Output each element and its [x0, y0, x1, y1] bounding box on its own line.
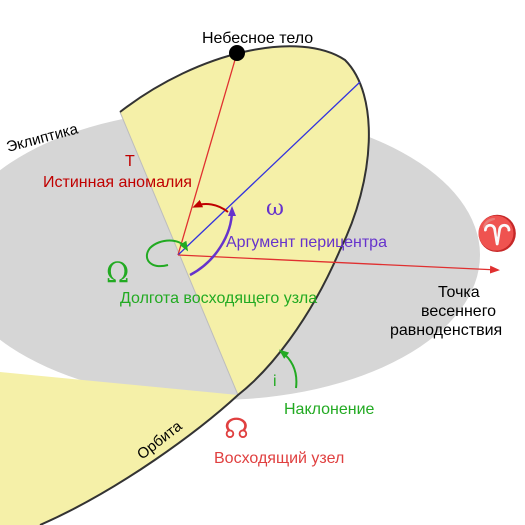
radius-vector-line — [177, 52, 238, 256]
celestial-body-label: Небесное тело — [202, 30, 313, 47]
inclination-symbol: i — [273, 373, 277, 390]
vernal-direction-arrow — [177, 254, 500, 274]
ascending-node-label: Восходящий узел — [214, 450, 344, 467]
big-omega-symbol: Ω — [106, 256, 129, 289]
true-anomaly-symbol: T — [125, 153, 135, 170]
vernal-point-label-line2: весеннего — [421, 303, 496, 320]
aries-symbol: ♈ — [476, 214, 518, 254]
orbit-outline — [39, 45, 370, 525]
periapsis-line — [177, 81, 361, 256]
true-anomaly-label: Истинная аномалия — [43, 174, 192, 191]
argument-pericenter-label: Аргумент перицентра — [226, 234, 387, 251]
inclination-label: Наклонение — [284, 401, 375, 418]
celestial-body-dot — [229, 45, 245, 61]
argument-pericenter-arc — [189, 206, 236, 277]
true-anomaly-arc — [192, 199, 229, 213]
orbit-plane-front — [0, 372, 238, 525]
longitude-node-label: Долгота восходящего узла — [120, 290, 317, 307]
vernal-point-label-line3: равноденствия — [390, 322, 502, 339]
inclination-arc — [278, 349, 298, 389]
ascending-node-symbol: ☊ — [224, 412, 249, 445]
omega-symbol: ω — [266, 196, 284, 221]
longitude-node-arc — [145, 239, 189, 268]
vernal-point-label-line1: Точка — [438, 284, 480, 301]
